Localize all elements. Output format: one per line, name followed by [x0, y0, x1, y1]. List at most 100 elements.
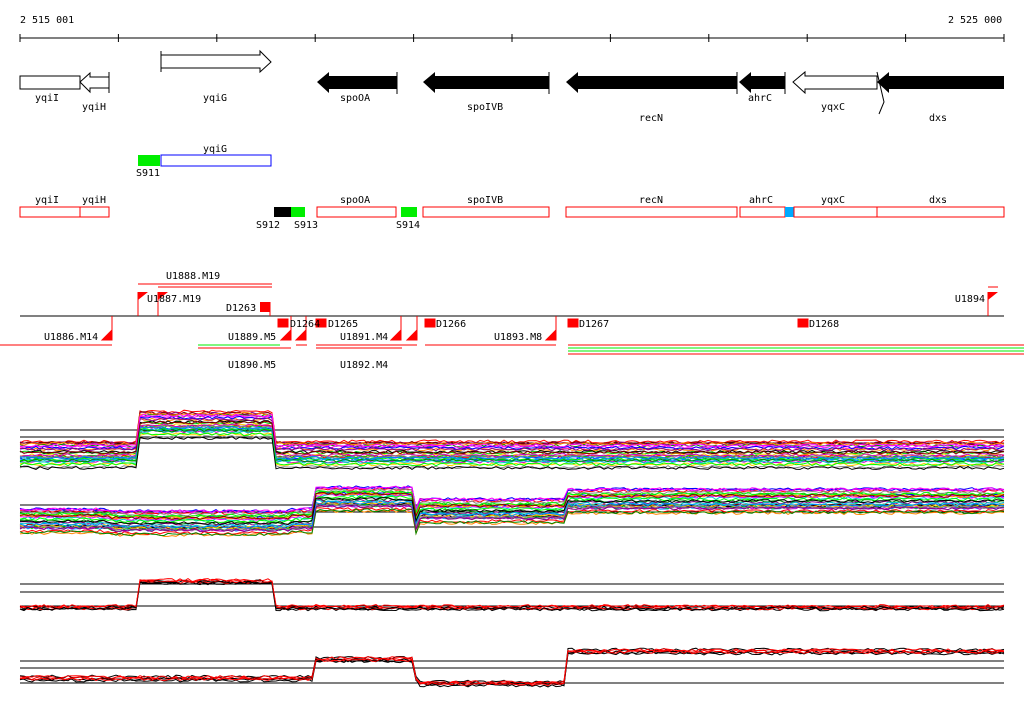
feature-label: U1893.M8 — [494, 332, 542, 343]
gene-spoIVB[interactable]: spoIVB — [423, 72, 550, 113]
expression-curve — [19, 425, 1005, 461]
expression-curve — [20, 413, 1005, 448]
expression-curve — [19, 489, 1005, 518]
expression-curve — [19, 495, 1005, 524]
expression-curve — [19, 491, 1005, 520]
segment-label: S913 — [294, 220, 318, 231]
transcript-label: dxs — [929, 195, 947, 206]
feature-label: U1889.M5 — [228, 332, 276, 343]
transcript-label: yqxC — [821, 195, 845, 206]
plus-transcript-track: S911 yqiG — [136, 144, 272, 179]
feature-label: U1892.M4 — [340, 360, 388, 371]
gene-yqiI[interactable]: yqiI — [19, 75, 81, 104]
expression-curve — [19, 491, 1005, 520]
gene-label: spoIVB — [467, 102, 503, 113]
segment-blue[interactable] — [785, 207, 794, 217]
feature-U1887.M19[interactable] — [137, 292, 148, 316]
ruler-end-label: 2 525 000 — [948, 15, 1002, 26]
gene-yqiH[interactable]: yqiH — [79, 71, 110, 113]
segment-S912[interactable] — [274, 207, 291, 217]
feature-U1888.M19[interactable] — [157, 292, 168, 316]
expression-panel-2 — [19, 485, 1005, 537]
gene-spoOA[interactable]: spoOA — [317, 72, 398, 104]
feature-label: D1263 — [226, 303, 256, 314]
gene-label: yqiI — [35, 93, 59, 104]
feature-track: U1887.M19 U1888.M19 D1263 U1894 U1886.M1… — [0, 271, 1024, 371]
gene-label: spoOA — [340, 93, 370, 104]
segment-label: S914 — [396, 220, 420, 231]
expression-panel-1 — [19, 409, 1005, 471]
transcript-dxs[interactable] — [876, 206, 1005, 218]
transcript-label: ahrC — [749, 195, 773, 206]
gene-yqiG[interactable]: yqiG — [160, 49, 272, 104]
expression-curve — [19, 578, 1005, 609]
transcript-recN[interactable] — [565, 206, 738, 218]
gene-track: yqiI yqiH yqiG spoOA spoIVB recN — [19, 49, 1004, 124]
minus-transcript-track: yqiI yqiH S912 S913 spoOA S914 spoIVB re… — [19, 195, 1005, 231]
transcript-yqiG[interactable] — [160, 154, 272, 167]
feature-label: U1886.M14 — [44, 332, 98, 343]
transcript-yqxC[interactable] — [793, 206, 878, 218]
transcript-label: recN — [639, 195, 663, 206]
transcript-label: spoOA — [340, 195, 370, 206]
expression-curve — [19, 497, 1005, 526]
gene-recN[interactable]: recN — [566, 72, 738, 124]
expression-panel-3 — [19, 578, 1005, 612]
transcript-yqiI[interactable] — [19, 206, 81, 218]
transcript-label: spoIVB — [467, 195, 503, 206]
segment-label: S912 — [256, 220, 280, 231]
expression-curve — [19, 411, 1005, 446]
expression-curve — [19, 432, 1005, 467]
expression-curve — [19, 508, 1005, 537]
feature-label: D1268 — [809, 319, 839, 330]
expression-curve — [19, 650, 1005, 687]
ruler-start-label: 2 515 001 — [20, 15, 74, 26]
transcript-yqiH[interactable] — [79, 206, 110, 218]
segment-S911[interactable] — [138, 155, 160, 166]
gene-label: dxs — [929, 113, 947, 124]
segment-label: S911 — [136, 168, 160, 179]
segment-S913[interactable] — [291, 207, 305, 217]
expression-curve — [19, 488, 1005, 517]
gene-yqxC[interactable]: yqxC — [792, 70, 878, 113]
expression-curve — [19, 580, 1005, 611]
expression-curve — [19, 411, 1005, 446]
feature-U1894[interactable] — [987, 292, 998, 316]
transcript-spoIVB[interactable] — [422, 206, 550, 218]
gene-ahrC[interactable]: ahrC — [739, 72, 786, 104]
gene-label: ahrC — [748, 93, 772, 104]
feature-label: D1266 — [436, 319, 466, 330]
expression-curve — [19, 428, 1005, 463]
feature-label: D1265 — [328, 319, 358, 330]
transcript-label: yqiI — [35, 195, 59, 206]
feature-label: U1891.M4 — [340, 332, 388, 343]
transcript-label: yqiH — [82, 195, 106, 206]
feature-label: U1888.M19 — [166, 271, 220, 282]
expression-curve — [19, 432, 1005, 467]
expression-curve — [19, 485, 1005, 514]
gene-label: yqiG — [203, 93, 227, 104]
feature-label: D1267 — [579, 319, 609, 330]
expression-curve — [19, 580, 1005, 611]
segment-S914[interactable] — [401, 207, 417, 217]
transcript-label: yqiG — [203, 144, 227, 155]
expression-curve — [19, 420, 1005, 455]
feature-label: U1890.M5 — [228, 360, 276, 371]
feature-D1263[interactable] — [260, 302, 271, 316]
expression-profiles — [19, 409, 1005, 688]
transcript-spoOA[interactable] — [316, 206, 397, 218]
feature-label: U1887.M19 — [147, 294, 201, 305]
expression-curve — [19, 436, 1005, 471]
expression-curve — [19, 504, 1005, 533]
expression-curve — [19, 417, 1005, 452]
gene-dxs[interactable]: dxs — [876, 71, 1004, 124]
expression-curve — [19, 507, 1005, 536]
expression-curve — [20, 648, 1005, 685]
gene-label: yqxC — [821, 102, 845, 113]
feature-label: D1264 — [290, 319, 320, 330]
expression-curve — [19, 500, 1005, 529]
transcript-ahrC[interactable] — [739, 206, 786, 218]
expression-curve — [19, 504, 1005, 532]
expression-curve — [19, 435, 1005, 470]
